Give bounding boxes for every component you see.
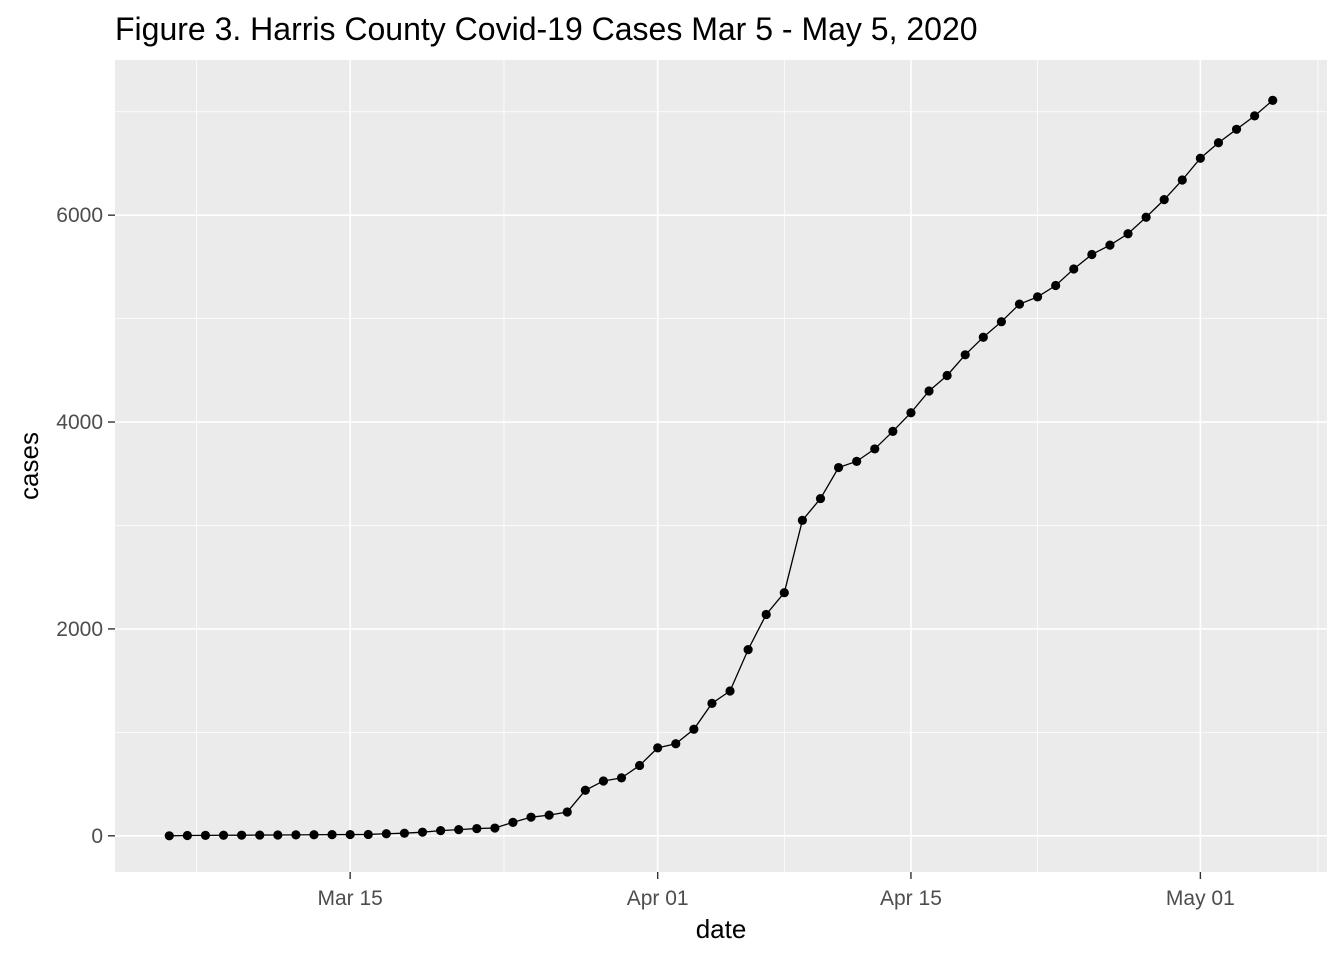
data-point bbox=[598, 776, 609, 786]
data-point bbox=[580, 785, 590, 795]
data-point bbox=[417, 827, 428, 837]
data-point bbox=[1105, 240, 1115, 250]
data-point bbox=[218, 830, 229, 840]
data-point bbox=[1177, 175, 1187, 185]
data-point bbox=[852, 456, 862, 466]
data-point bbox=[1231, 124, 1242, 134]
y-axis-title: cases bbox=[14, 432, 44, 500]
data-point bbox=[237, 830, 247, 840]
data-point bbox=[472, 823, 482, 834]
data-point bbox=[454, 824, 464, 835]
data-point bbox=[1087, 249, 1097, 260]
data-point bbox=[1069, 264, 1079, 274]
data-point bbox=[833, 462, 844, 473]
data-point bbox=[164, 831, 174, 841]
data-point bbox=[906, 408, 916, 418]
data-point bbox=[273, 830, 283, 840]
data-point bbox=[562, 807, 572, 817]
data-point bbox=[1123, 229, 1133, 239]
data-point bbox=[1014, 299, 1025, 309]
x-tick-label: Apr 15 bbox=[880, 887, 942, 910]
data-point bbox=[815, 493, 826, 504]
data-point bbox=[327, 830, 337, 840]
data-point bbox=[978, 332, 988, 342]
data-point bbox=[526, 812, 536, 822]
data-point bbox=[653, 743, 663, 753]
data-point bbox=[1250, 111, 1260, 121]
x-axis-title: date bbox=[696, 914, 747, 944]
data-point bbox=[436, 826, 446, 836]
data-point bbox=[200, 830, 211, 840]
data-point bbox=[924, 386, 934, 396]
gridlines bbox=[115, 60, 1327, 872]
data-point bbox=[888, 426, 898, 436]
x-tick-label: May 01 bbox=[1166, 887, 1235, 910]
data-point bbox=[182, 830, 192, 841]
chart-title: Figure 3. Harris County Covid-19 Cases M… bbox=[115, 11, 978, 47]
data-point bbox=[291, 830, 301, 840]
data-point bbox=[1268, 95, 1278, 105]
x-tick-label: Mar 15 bbox=[317, 887, 382, 910]
data-point bbox=[381, 829, 391, 839]
data-point bbox=[743, 645, 753, 655]
x-tick-label: Apr 01 bbox=[627, 887, 689, 910]
data-point bbox=[508, 817, 518, 827]
data-point bbox=[707, 698, 717, 708]
data-point bbox=[725, 686, 735, 696]
data-point bbox=[689, 724, 699, 734]
data-point bbox=[399, 828, 410, 838]
series-cases bbox=[164, 95, 1278, 841]
y-tick-label: 2000 bbox=[56, 618, 103, 641]
data-point bbox=[671, 739, 681, 749]
data-point bbox=[870, 444, 880, 454]
y-tick-label: 0 bbox=[91, 825, 103, 848]
data-point bbox=[797, 515, 808, 525]
y-tick-label: 4000 bbox=[56, 411, 103, 434]
y-tick-label: 6000 bbox=[56, 204, 103, 227]
plot-panel bbox=[115, 60, 1327, 872]
data-point bbox=[1051, 280, 1061, 291]
data-point bbox=[1195, 153, 1205, 163]
data-point bbox=[1159, 195, 1169, 205]
data-point bbox=[1213, 138, 1224, 148]
data-point bbox=[635, 760, 645, 771]
data-point bbox=[960, 350, 970, 360]
data-point bbox=[616, 773, 627, 783]
data-point bbox=[942, 370, 952, 381]
data-point bbox=[761, 609, 771, 620]
data-point bbox=[345, 829, 355, 840]
data-point bbox=[363, 829, 373, 840]
axes: 0 2000 4000 6000 Mar 15 Apr 01 Apr 15 May 01 bbox=[56, 204, 1235, 910]
data-point bbox=[996, 317, 1006, 327]
data-point bbox=[779, 588, 789, 598]
data-point bbox=[309, 830, 319, 840]
data-point bbox=[1141, 212, 1151, 222]
data-point bbox=[544, 810, 554, 820]
data-point bbox=[1032, 292, 1043, 302]
data-point bbox=[490, 823, 500, 833]
data-point bbox=[255, 830, 265, 840]
